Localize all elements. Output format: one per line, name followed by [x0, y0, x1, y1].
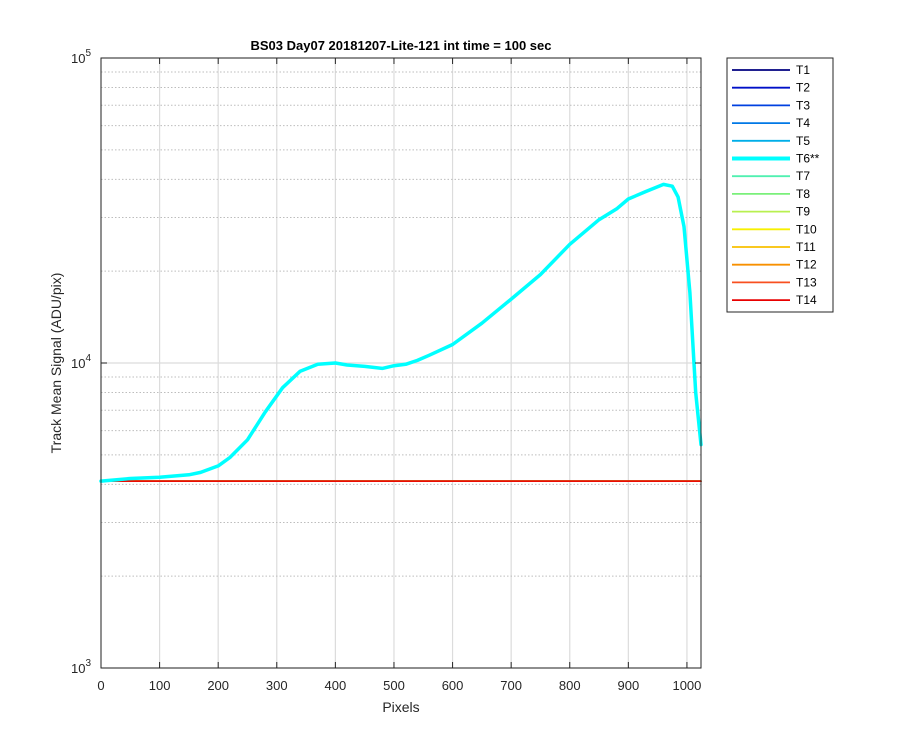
y-axis-label: Track Mean Signal (ADU/pix): [48, 273, 64, 454]
y-ticks: 103 104 105: [71, 48, 701, 676]
series-layer: [99, 182, 703, 483]
y-tick-label: 105: [71, 48, 91, 66]
x-tick-label: 200: [207, 678, 229, 693]
legend-box: [726, 57, 834, 313]
legend-label: T6**: [796, 152, 820, 166]
x-tick-label: 1000: [672, 678, 701, 693]
legend-label: T1: [796, 63, 810, 77]
legend-label: T12: [796, 258, 817, 272]
chart-title: BS03 Day07 20181207-Lite-121 int time = …: [251, 38, 552, 53]
legend-label: T3: [796, 98, 810, 112]
x-tick-label: 500: [383, 678, 405, 693]
x-tick-label: 300: [266, 678, 288, 693]
legend-label: T4: [796, 116, 810, 130]
x-tick-label: 800: [559, 678, 581, 693]
x-tick-label: 0: [97, 678, 104, 693]
legend-label: T14: [796, 293, 817, 307]
legend-label: T7: [796, 169, 810, 183]
x-axis-label: Pixels: [382, 699, 419, 715]
x-tick-label: 100: [149, 678, 171, 693]
legend-label: T5: [796, 134, 810, 148]
legend-label: T13: [796, 275, 817, 289]
series-line-t6: [99, 182, 703, 483]
x-tick-label: 900: [617, 678, 639, 693]
legend-label: T2: [796, 81, 810, 95]
legend-label: T11: [796, 240, 816, 254]
legend-label: T10: [796, 222, 817, 236]
x-tick-label: 700: [500, 678, 522, 693]
x-tick-label: 400: [325, 678, 347, 693]
y-tick-label: 103: [71, 658, 91, 676]
x-ticks: 0 100 200 300 400 500 600 700 800 900 1000: [97, 58, 701, 693]
legend-label: T8: [796, 187, 810, 201]
legend-label: T9: [796, 205, 810, 219]
legend: T1 T2 T3 T4 T5 T6** T7 T8 T9 T10 T11 T12 T13 T14: [726, 57, 834, 313]
x-tick-label: 600: [442, 678, 464, 693]
y-tick-label: 104: [71, 353, 91, 371]
